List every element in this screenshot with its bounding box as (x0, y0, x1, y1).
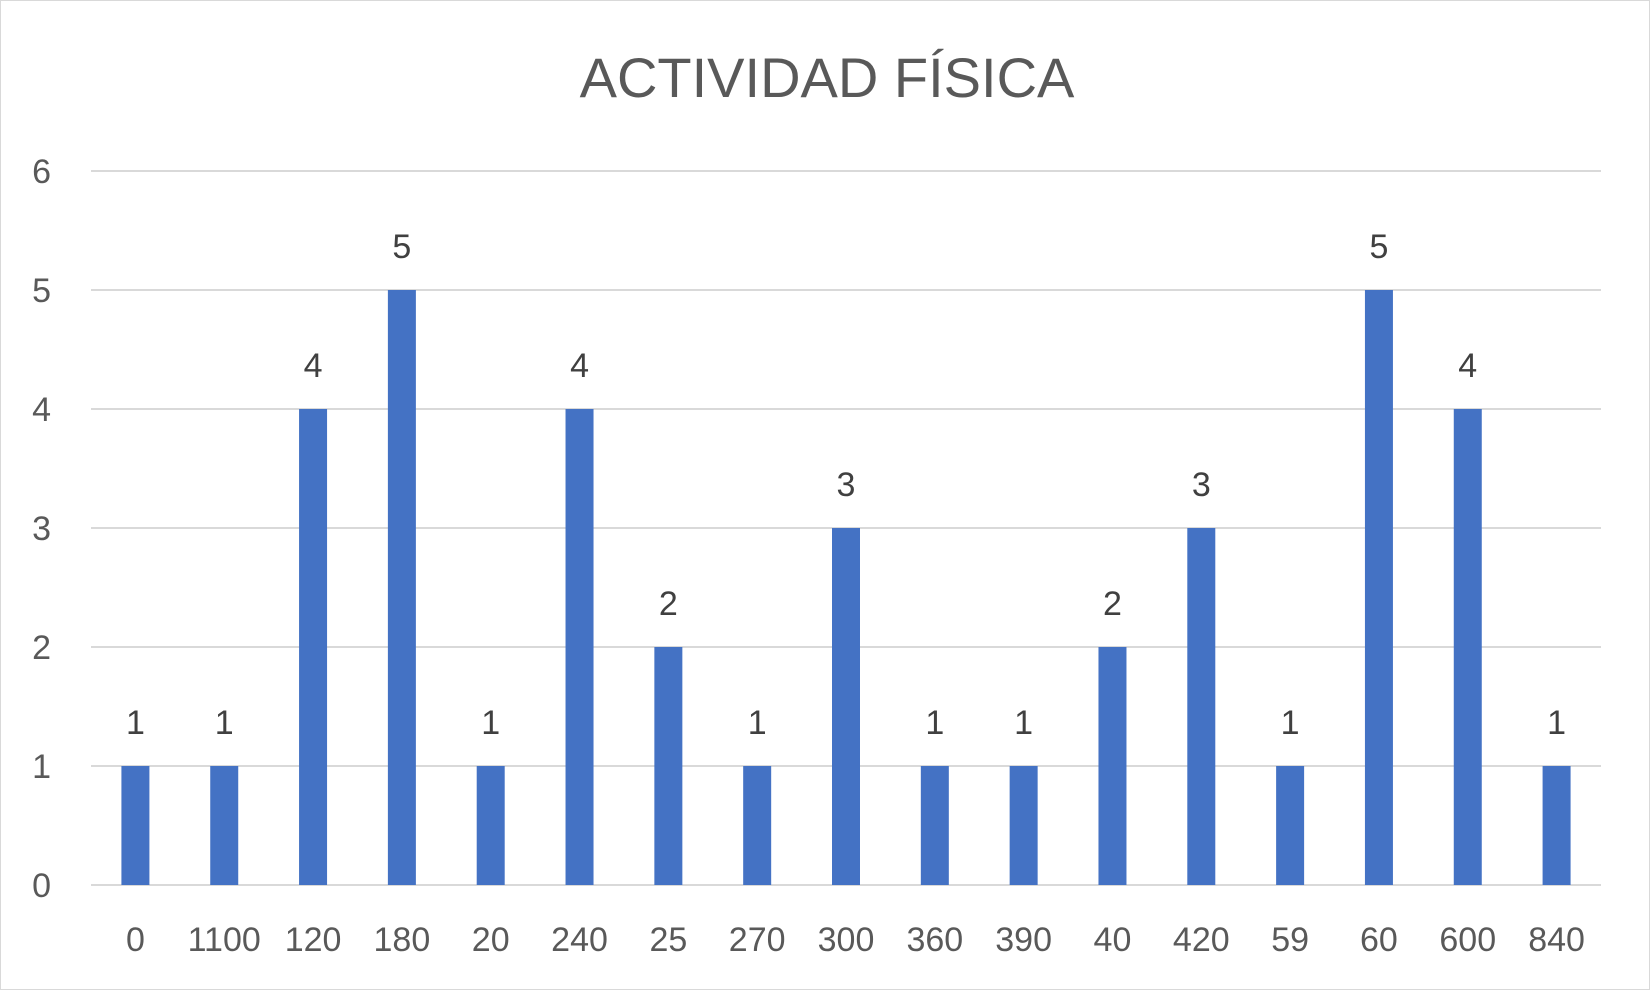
x-tick-label: 1100 (188, 921, 261, 959)
data-label: 1 (481, 704, 500, 742)
bar (920, 766, 949, 885)
bar (1453, 409, 1482, 885)
y-tick-label: 2 (32, 629, 51, 667)
data-label: 5 (1369, 228, 1388, 266)
y-tick-label: 5 (32, 272, 51, 310)
chart-title: ACTIVIDAD FÍSICA (580, 46, 1075, 109)
data-label: 4 (570, 347, 589, 385)
x-tick-label: 390 (995, 921, 1052, 959)
data-label: 2 (659, 585, 678, 623)
y-tick-label: 4 (32, 391, 51, 429)
x-axis-ticks: 0 1100 120 180 20 240 25 270 300 360 390 40 420 59 60 6… (126, 921, 1585, 959)
bar (1276, 766, 1305, 885)
data-label: 3 (1192, 466, 1211, 504)
data-label: 1 (1014, 704, 1033, 742)
y-tick-label: 0 (32, 867, 51, 905)
y-tick-label: 1 (32, 748, 51, 786)
x-tick-label: 60 (1360, 921, 1398, 959)
bars (121, 290, 1571, 885)
bar (121, 766, 150, 885)
y-axis-ticks: 0 1 2 3 4 5 6 (32, 153, 51, 905)
data-label: 4 (1458, 347, 1477, 385)
x-tick-label: 120 (285, 921, 342, 959)
data-label: 1 (925, 704, 944, 742)
data-labels: 1 1 4 5 1 4 2 1 3 1 1 2 3 1 5 4 1 (126, 228, 1566, 742)
bar (476, 766, 505, 885)
bar (1098, 647, 1127, 885)
bar (210, 766, 239, 885)
x-tick-label: 40 (1094, 921, 1132, 959)
bar (565, 409, 594, 885)
x-tick-label: 600 (1439, 921, 1496, 959)
bar (654, 647, 683, 885)
x-tick-label: 420 (1173, 921, 1230, 959)
x-tick-label: 840 (1528, 921, 1585, 959)
x-tick-label: 20 (472, 921, 510, 959)
x-tick-label: 360 (906, 921, 963, 959)
y-tick-label: 3 (32, 510, 51, 548)
data-label: 4 (304, 347, 323, 385)
y-tick-label: 6 (32, 153, 51, 191)
data-label: 1 (1281, 704, 1300, 742)
x-tick-label: 59 (1271, 921, 1309, 959)
bar (1009, 766, 1038, 885)
x-tick-label: 180 (374, 921, 431, 959)
x-tick-label: 0 (126, 921, 145, 959)
bar (1364, 290, 1393, 885)
data-label: 5 (392, 228, 411, 266)
bar (1187, 528, 1216, 885)
data-label: 3 (837, 466, 856, 504)
bar (743, 766, 772, 885)
x-tick-label: 25 (649, 921, 687, 959)
bar (832, 528, 860, 885)
bar (299, 409, 328, 885)
data-label: 2 (1103, 585, 1122, 623)
bar (1542, 766, 1571, 885)
data-label: 1 (126, 704, 145, 742)
x-tick-label: 270 (729, 921, 786, 959)
data-label: 1 (215, 704, 234, 742)
data-label: 1 (748, 704, 767, 742)
bar (387, 290, 416, 885)
data-label: 1 (1547, 704, 1566, 742)
x-tick-label: 240 (551, 921, 608, 959)
x-tick-label: 300 (818, 921, 875, 959)
